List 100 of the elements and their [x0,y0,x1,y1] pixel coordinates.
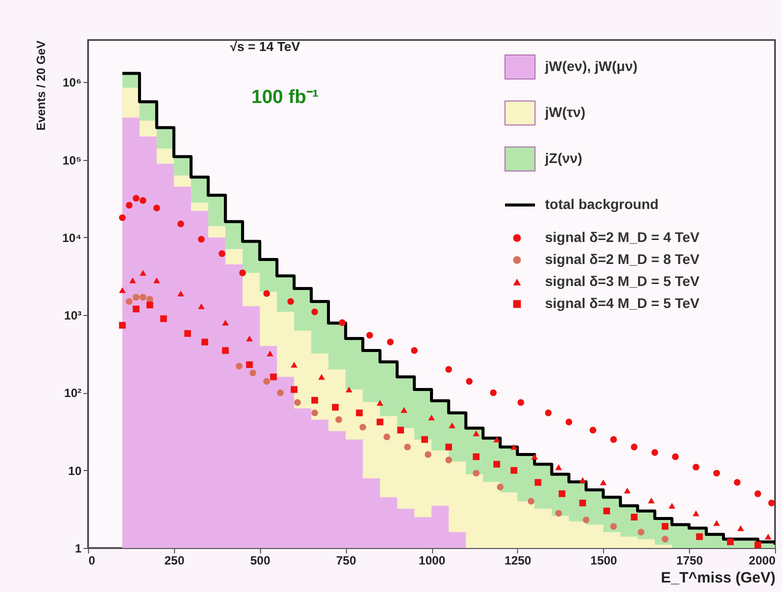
point [555,510,562,517]
point [246,361,253,368]
point [726,538,734,546]
point [290,362,298,368]
x-tick-label: 1250 [504,554,532,568]
point [198,303,205,310]
point [153,278,160,284]
point [662,523,668,530]
point [246,336,253,342]
point [668,502,676,509]
point [651,449,658,456]
point [311,410,318,416]
point [630,514,638,520]
point [318,374,325,380]
point [544,410,552,416]
point [287,298,294,305]
point [239,270,246,276]
point [383,434,390,440]
point [129,278,136,284]
y-tick-label: 10³ [64,308,82,323]
point [734,479,741,486]
point [579,477,586,483]
y-axis-title: Events / 20 GeV [34,40,48,131]
point [140,197,146,204]
y-tick-label: 10⁴ [62,230,82,245]
point [366,332,374,339]
point [648,498,655,504]
y-tick-label: 10² [64,386,82,400]
point [146,302,154,308]
point [692,510,700,516]
point [335,416,342,424]
point [624,488,631,494]
x-tick-label: 0 [88,554,96,568]
point [184,330,191,337]
point [737,525,744,532]
point [764,534,772,540]
point [160,315,167,322]
point [386,338,394,346]
point [346,386,352,392]
x-tick-label: 250 [164,554,185,568]
point [579,500,586,506]
point [510,467,518,474]
legend-label: signal δ=4 M_D = 5 TeV [545,295,700,311]
point [263,378,270,385]
point [534,479,542,486]
point [445,444,452,450]
point [555,464,562,470]
x-tick-label: 750 [336,554,356,568]
point [754,541,762,548]
legend-label: signal δ=2 M_D = 8 TeV [545,251,700,267]
point [713,520,720,526]
point [222,320,229,326]
point [290,386,298,393]
legend-label: jZ(νν) [544,150,582,166]
point [493,436,500,442]
point [466,378,473,385]
point [132,294,140,301]
point [140,294,146,301]
x-tick-label: 1750 [676,554,704,568]
point [311,396,318,404]
point [490,389,497,396]
point [126,298,133,305]
point [531,454,538,460]
point [132,194,140,202]
point [496,484,504,490]
point [359,424,366,431]
point [376,418,384,426]
point [424,451,432,458]
x-tick-label: 2000 [748,554,776,568]
point [662,536,668,542]
point [566,418,572,426]
point [397,426,404,434]
point [528,498,534,505]
point [445,456,452,464]
legend-label: jW(τν) [544,104,586,120]
point [153,204,160,212]
y-tick-label: 10⁶ [62,76,82,90]
legend-label: signal δ=3 M_D = 5 TeV [545,273,700,289]
point [472,453,480,460]
annotation: 100 fb⁻¹ [251,87,319,108]
x-tick-label: 1000 [418,554,446,568]
point [277,389,284,396]
legend-label: signal δ=2 M_D = 4 TeV [545,229,700,245]
point [692,464,700,471]
point [338,319,346,326]
point [263,290,270,297]
point [118,287,126,294]
point [421,436,428,443]
point [198,236,205,243]
point [754,490,762,498]
point [600,479,607,486]
point [582,516,590,524]
point [218,250,226,257]
x-tick-label: 1500 [590,554,618,568]
legend-label: total background [545,196,659,212]
point [356,410,363,416]
point [510,444,518,450]
point [201,338,208,346]
point [266,350,274,356]
x-tick-label: 500 [250,554,271,568]
